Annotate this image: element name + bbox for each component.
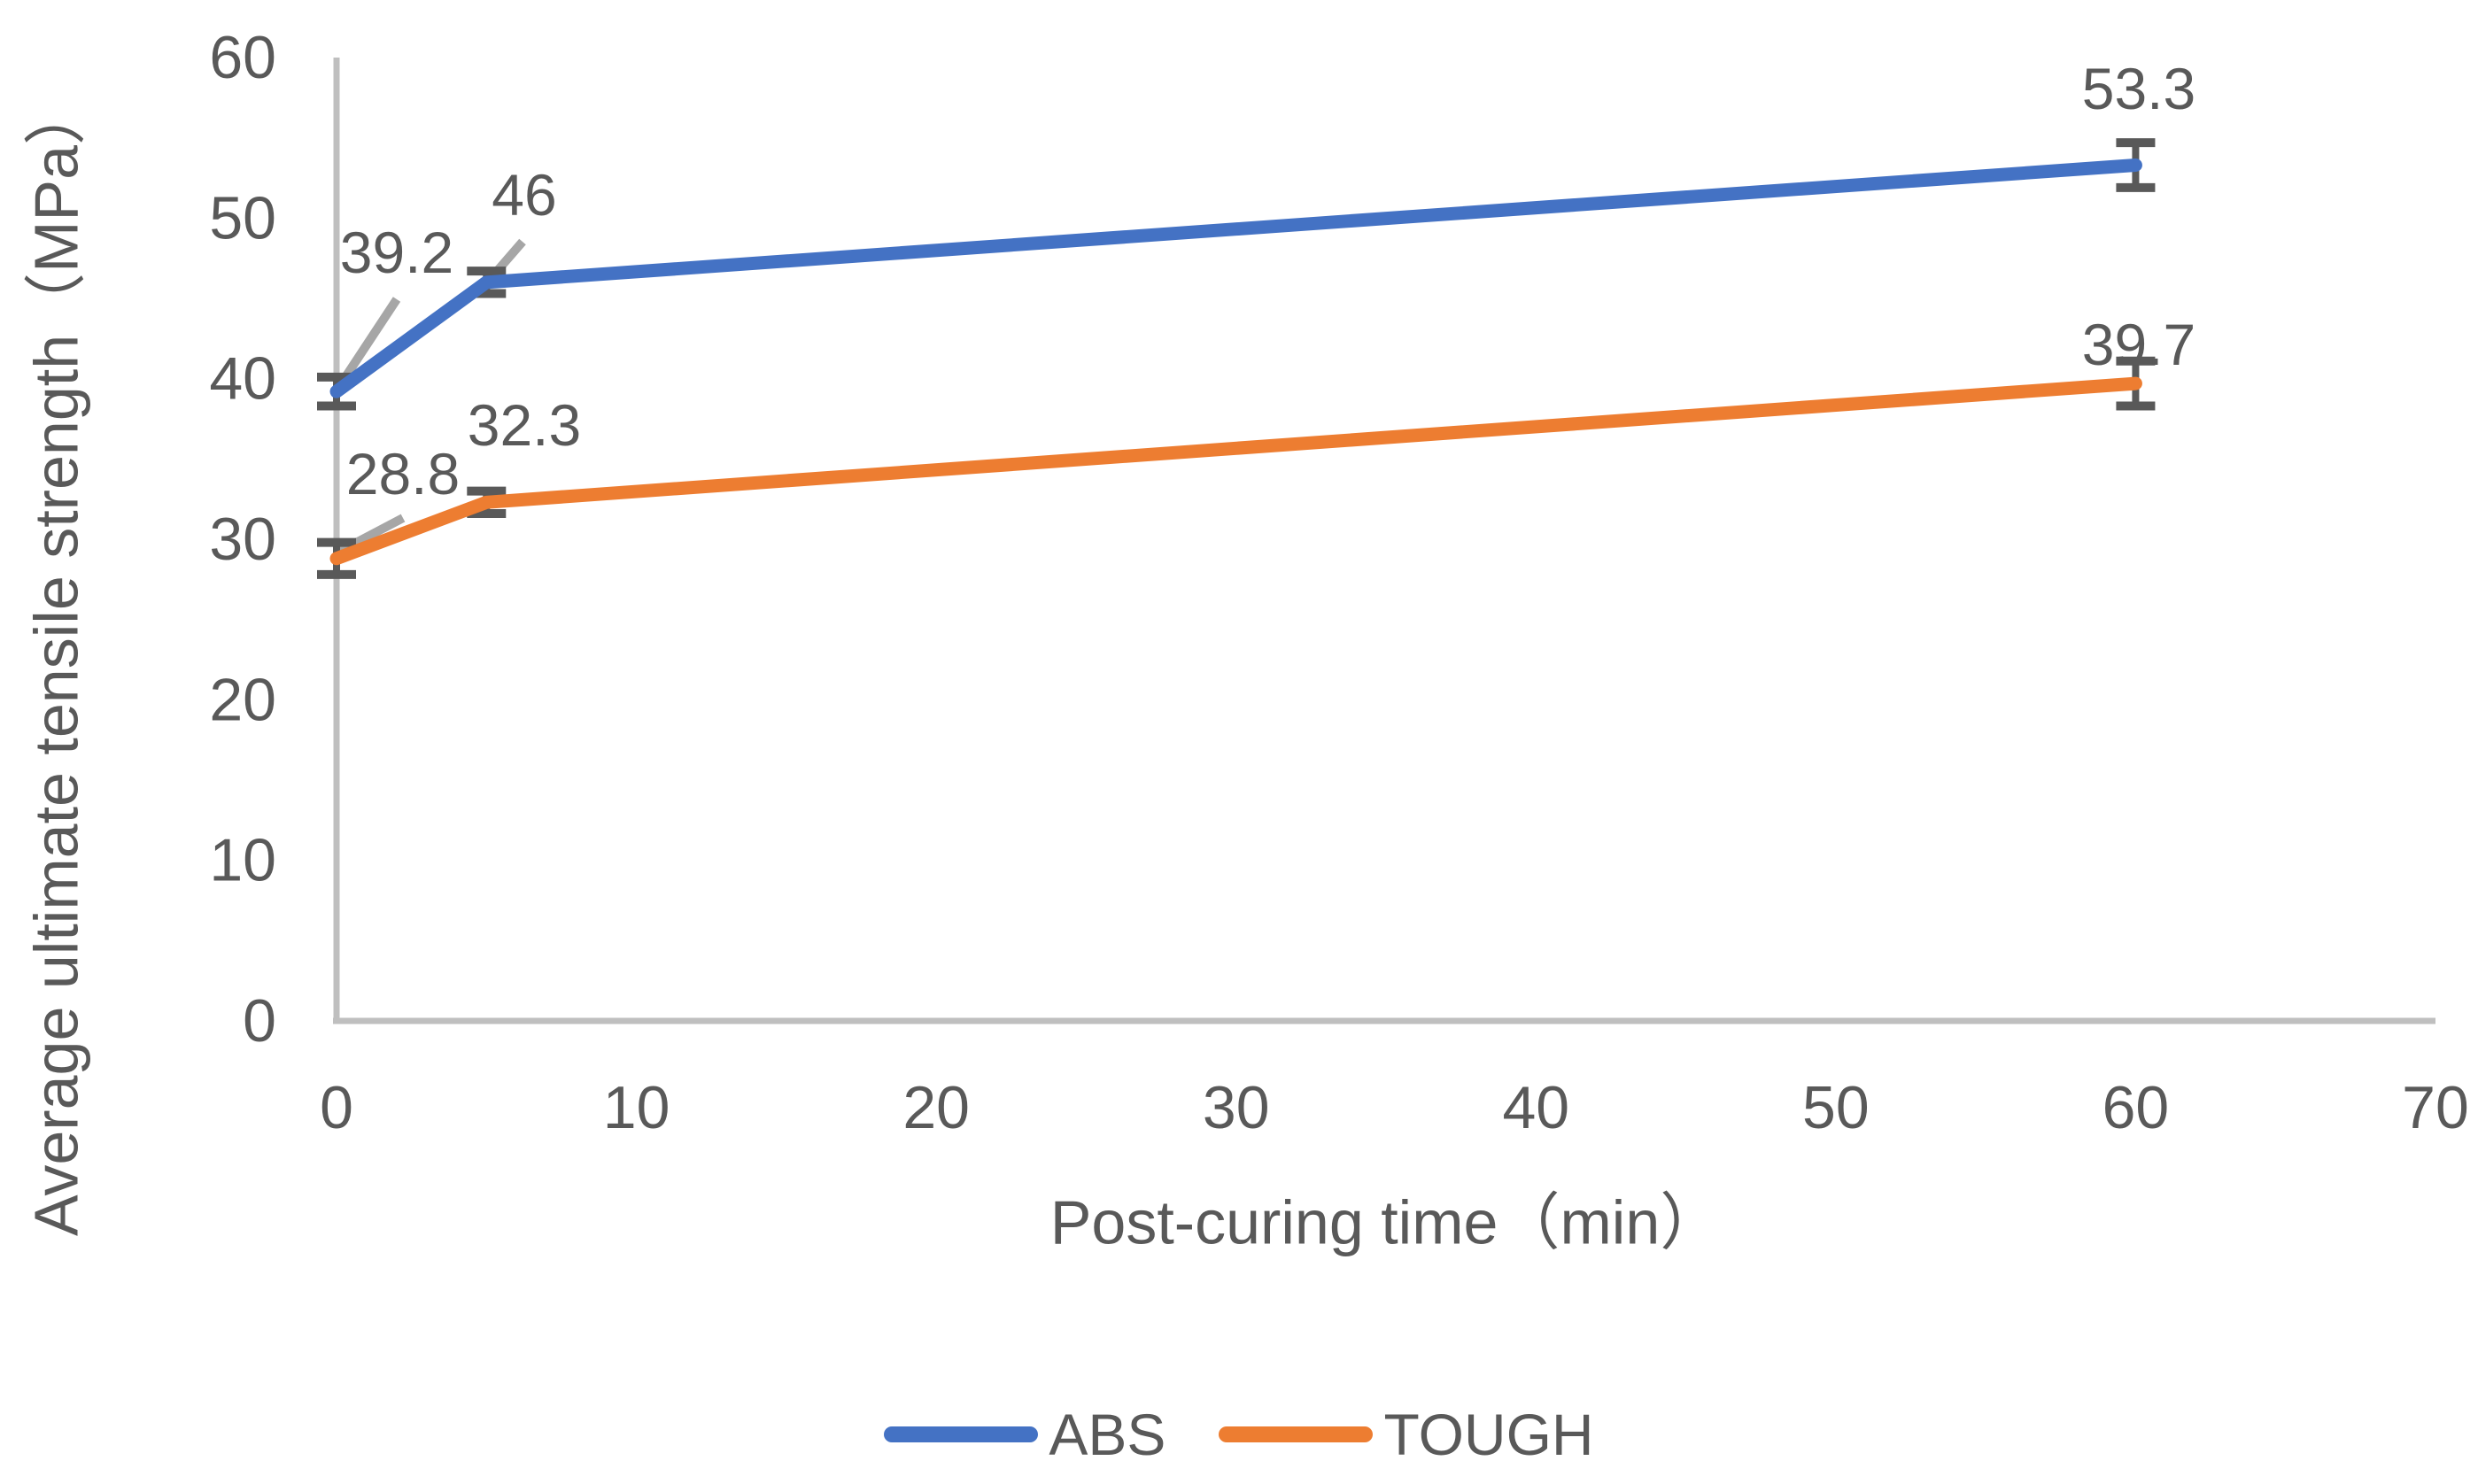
y-tick-label: 50 [209,184,276,251]
series-line-TOUGH [329,376,2142,566]
data-label: 39.2 [340,220,453,285]
y-axis-title: Average ultimate tensile strength（MPa） [21,82,91,1237]
data-label: 53.3 [2082,56,2195,121]
y-tick-label: 60 [209,24,276,91]
x-tick-label: 50 [1802,1074,1870,1141]
x-axis-title: Post-curing time（min） [1049,1187,1723,1257]
y-tick-label: 40 [209,345,276,413]
x-tick-label: 60 [2102,1074,2170,1141]
x-tick-label: 10 [603,1074,670,1141]
y-tick-label: 20 [209,666,276,733]
x-tick-label: 70 [2402,1074,2469,1141]
legend-item-TOUGH: TOUGH [1219,1401,1594,1468]
data-label: 28.8 [346,441,460,506]
y-tick-label: 10 [209,827,276,894]
data-label: 32.3 [468,392,581,458]
data-label: 46 [492,162,556,228]
x-tick-label: 30 [1203,1074,1270,1141]
x-tick-label: 40 [1502,1074,1569,1141]
data-label: 39.7 [2082,312,2195,377]
x-tick-label: 20 [902,1074,970,1141]
legend-item-ABS: ABS [884,1401,1165,1468]
y-tick-label: 0 [243,987,276,1055]
series-line-ABS [329,158,2142,398]
legend: ABS TOUGH [0,1401,2478,1468]
x-tick-label: 0 [320,1074,353,1141]
legend-label: ABS [1049,1402,1166,1467]
legend-label: TOUGH [1383,1402,1594,1467]
legend-line-swatch [1219,1426,1374,1442]
legend-line-swatch [884,1426,1039,1442]
y-tick-label: 30 [209,506,276,573]
